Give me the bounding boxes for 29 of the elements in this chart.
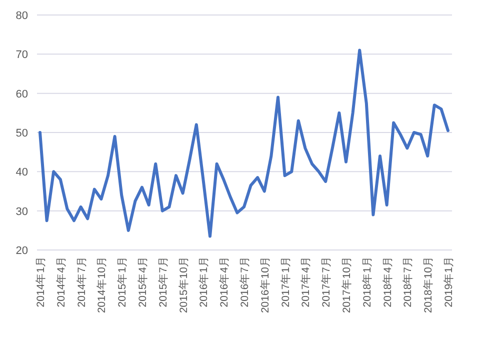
x-tick-label: 2018年1月: [361, 256, 374, 308]
x-tick-label: 2014年10月: [96, 256, 108, 314]
y-tick-label: 80: [16, 10, 28, 22]
x-tick-label: 2017年1月: [280, 256, 292, 308]
x-tick-label: 2015年10月: [178, 256, 190, 314]
x-tick-label: 2019年1月: [443, 256, 455, 308]
x-tick-label: 2017年10月: [341, 256, 353, 314]
x-tick-label: 2018年10月: [422, 256, 435, 314]
x-tick-label: 2018年7月: [402, 256, 414, 308]
x-tick-label: 2016年10月: [259, 256, 272, 314]
y-tick-label: 50: [16, 128, 28, 140]
x-tick-label: 2014年7月: [76, 256, 88, 308]
x-tick-label: 2016年4月: [218, 256, 231, 308]
y-tick-label: 60: [16, 88, 28, 100]
x-tick-label: 2014年1月: [35, 256, 47, 308]
x-tick-label: 2018年4月: [382, 256, 394, 308]
x-tick-label: 2015年7月: [157, 256, 170, 308]
y-tick-label: 70: [16, 49, 28, 62]
x-tick-label: 2015年4月: [137, 256, 149, 308]
y-tick-label: 20: [16, 245, 28, 257]
x-tick-label: 2017年4月: [300, 256, 312, 308]
y-tick-label: 40: [16, 166, 28, 179]
line-series: [38, 48, 450, 238]
x-tick-label: 2016年7月: [239, 256, 251, 308]
x-tick-label: 2014年4月: [55, 256, 68, 308]
x-tick-label: 2017年7月: [320, 256, 333, 308]
y-tick-label: 30: [16, 206, 28, 218]
x-tick-label: 2016年1月: [198, 256, 210, 308]
x-tick-label: 2015年1月: [116, 256, 129, 308]
